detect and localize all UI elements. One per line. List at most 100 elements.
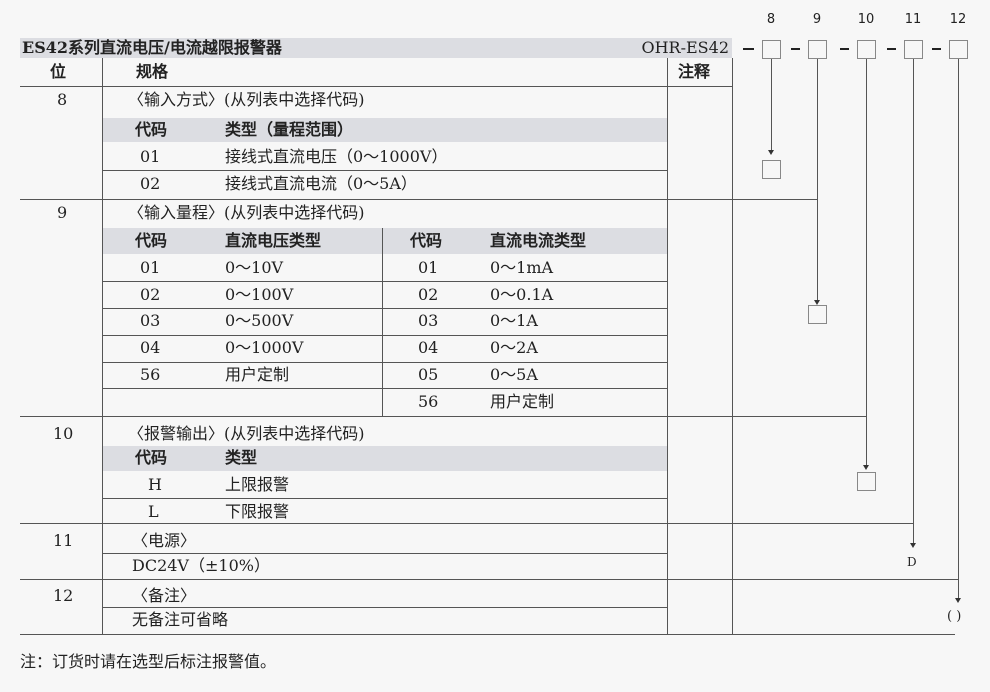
code: 01	[140, 258, 161, 277]
header-band	[20, 38, 732, 58]
result-11: D	[907, 555, 917, 569]
section-title: 〈输入量程〉(从列表中选择代码)	[128, 203, 365, 222]
type: 0～500V	[225, 311, 294, 330]
code: 01	[140, 147, 161, 166]
code-box	[904, 40, 923, 59]
type: 用户定制	[225, 365, 290, 384]
code: 56	[140, 365, 161, 384]
position-number: 9	[812, 12, 822, 27]
arrow-icon	[910, 543, 916, 548]
section-title: 〈备注〉	[132, 586, 197, 605]
code: L	[148, 502, 159, 521]
code: 02	[140, 174, 161, 193]
type: 0～100V	[225, 285, 294, 304]
rule	[20, 523, 913, 524]
section-title: 〈报警输出〉(从列表中选择代码)	[128, 424, 365, 443]
col-type: 类型	[225, 448, 258, 467]
rule	[20, 634, 955, 635]
rule	[103, 170, 667, 171]
rule	[103, 335, 667, 336]
type: 0～1000V	[225, 338, 304, 357]
rule	[103, 388, 667, 389]
header-pos: 位	[50, 62, 67, 81]
code-box	[949, 40, 968, 59]
type: 0～1A	[490, 311, 538, 330]
col-type: 类型（量程范围）	[225, 120, 354, 139]
type: 0～1mA	[490, 258, 554, 277]
rule	[20, 86, 732, 87]
type: 接线式直流电压（0～1000V）	[225, 147, 448, 166]
arrow-icon	[768, 150, 774, 155]
model-code: OHR-ES42	[641, 38, 729, 57]
rule	[20, 199, 817, 200]
rule	[382, 228, 383, 416]
result-box	[762, 160, 781, 179]
code: H	[148, 475, 162, 494]
rule	[103, 362, 667, 363]
rule	[667, 58, 668, 634]
code-box	[762, 40, 781, 59]
code-box	[808, 40, 827, 59]
code: 04	[418, 338, 439, 357]
header-spec: 规格	[136, 62, 169, 81]
position-number: 8	[766, 12, 776, 27]
type: 0～0.1A	[490, 285, 554, 304]
header-band	[103, 446, 667, 471]
code: 03	[418, 311, 439, 330]
pos-10: 10	[53, 424, 74, 443]
rule	[103, 607, 667, 608]
power-value: DC24V（±10%）	[132, 556, 270, 575]
col-code: 代码	[135, 448, 168, 467]
col-code2: 代码	[410, 231, 443, 250]
col-code: 代码	[135, 231, 168, 250]
dash	[887, 48, 896, 50]
col-code: 代码	[135, 120, 168, 139]
dash	[840, 48, 849, 50]
type: 上限报警	[225, 475, 290, 494]
code: 56	[418, 392, 439, 411]
type: 0～5A	[490, 365, 538, 384]
rule	[103, 498, 667, 499]
result-box	[808, 305, 827, 324]
col-voltage: 直流电压类型	[225, 231, 322, 250]
rule	[103, 308, 667, 309]
type: 0～10V	[225, 258, 284, 277]
type: 接线式直流电流（0～5A）	[225, 174, 417, 193]
dash	[791, 48, 800, 50]
arrow-icon	[814, 300, 820, 305]
code: 04	[140, 338, 161, 357]
rule	[102, 58, 103, 634]
type: 0～2A	[490, 338, 538, 357]
doc-title: ES42系列直流电压/电流越限报警器	[22, 38, 282, 57]
rule	[732, 58, 733, 634]
header-band	[103, 228, 667, 254]
rule	[913, 59, 914, 543]
rule	[20, 579, 958, 580]
rule	[771, 59, 772, 150]
rule	[958, 59, 959, 598]
code: 02	[418, 285, 439, 304]
header-band	[103, 118, 667, 142]
rule	[817, 59, 818, 300]
code: 02	[140, 285, 161, 304]
pos-11: 11	[53, 531, 74, 550]
position-number: 12	[949, 12, 967, 27]
footnote: 注：订货时请在选型后标注报警值。	[20, 652, 277, 671]
code: 05	[418, 365, 439, 384]
arrow-icon	[955, 598, 961, 603]
dash	[932, 48, 941, 50]
position-number: 10	[857, 12, 875, 27]
type: 下限报警	[225, 502, 290, 521]
pos-9: 9	[57, 203, 68, 222]
rule	[103, 281, 667, 282]
result-box	[857, 472, 876, 491]
type: 用户定制	[490, 392, 555, 411]
rule	[103, 553, 667, 554]
arrow-icon	[863, 465, 869, 470]
pos-12: 12	[53, 586, 74, 605]
dash	[743, 48, 752, 50]
result-12: ( )	[947, 609, 962, 624]
header-note: 注释	[678, 62, 711, 81]
pos-8: 8	[57, 90, 68, 109]
section-title: 〈输入方式〉(从列表中选择代码)	[128, 90, 365, 109]
